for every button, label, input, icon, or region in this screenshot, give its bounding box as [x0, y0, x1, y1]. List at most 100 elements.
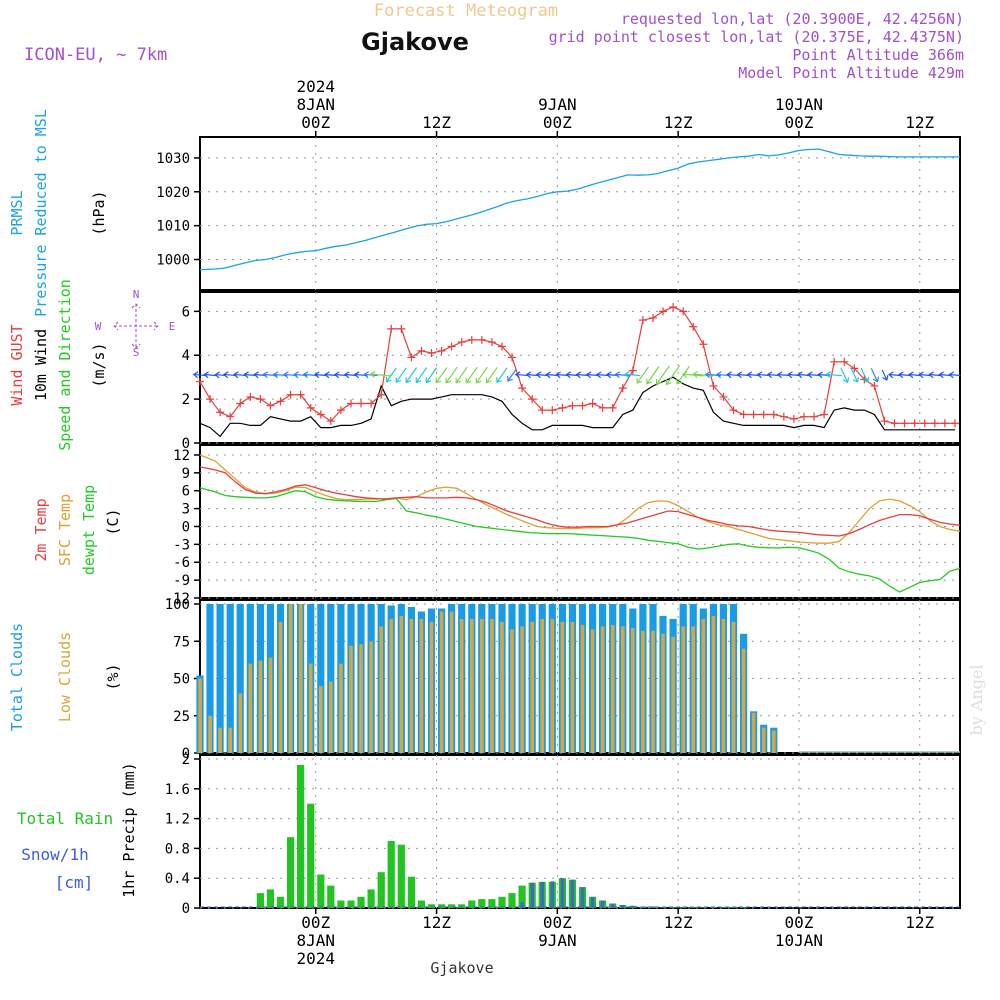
wind-arrow: [797, 371, 811, 379]
wind-arrow-head: [535, 371, 542, 379]
wind-arrow-shaft: [445, 366, 458, 384]
wind-arrow-head: [585, 371, 592, 379]
low-clouds-bar: [329, 681, 333, 753]
panel-frame-1: [199, 291, 961, 444]
snow-bar: [540, 881, 544, 908]
low-clouds-bar: [208, 715, 212, 754]
wind-arrow-head: [192, 371, 199, 379]
low-clouds-bar: [530, 621, 534, 753]
y-tick-label: 6: [182, 484, 190, 500]
wind-arrow-head: [746, 371, 753, 379]
y-tick-label: -12: [165, 591, 190, 607]
gust-marker: [246, 392, 255, 401]
gust-marker: [930, 419, 939, 428]
wind-arrow-shaft: [395, 367, 407, 383]
low-clouds-bar: [470, 618, 474, 753]
gust-marker: [497, 342, 506, 351]
wind-arrow: [475, 366, 488, 384]
bottom-year-label: 2024: [296, 949, 335, 968]
total-clouds-bar: [236, 604, 244, 753]
gust-marker: [427, 349, 436, 358]
pressure-ylabel: (hPa): [90, 190, 108, 235]
wind-arrow-shaft: [625, 373, 641, 377]
rain-bar: [387, 841, 395, 908]
gust-marker: [709, 381, 718, 390]
wind-arrow-head: [545, 371, 551, 379]
wind-arrow-shaft: [757, 373, 770, 377]
rain-bar: [448, 904, 456, 908]
gust-marker: [357, 399, 366, 408]
wind-speed-line: [199, 376, 955, 438]
wind-arrow-shaft: [455, 366, 468, 384]
wind-arrow: [192, 371, 207, 379]
low-clouds-bar: [590, 629, 595, 753]
wind-arrow-head: [736, 371, 743, 379]
wind-arrow: [415, 367, 428, 384]
snow-bar: [610, 903, 615, 908]
gust-marker: [588, 399, 597, 408]
rain-bar: [729, 907, 738, 908]
y-tick-label: 0.4: [165, 871, 190, 887]
panel-frame-0: [199, 136, 961, 291]
wind-arrow-shaft: [566, 373, 579, 377]
rain-bar: [438, 904, 446, 908]
y-tick-label: 0: [182, 519, 190, 535]
wind-arrow-head: [293, 371, 299, 379]
low-clouds-bar: [288, 604, 293, 753]
pressure-line: [199, 148, 960, 271]
point-altitude: Point Altitude 366m: [792, 46, 964, 64]
snow-bar: [530, 882, 534, 908]
gust-marker: [296, 390, 305, 399]
rain-bar: [266, 889, 274, 908]
wind-arrow: [726, 371, 740, 379]
snow-bar: [550, 881, 555, 908]
wind-arrow-shaft: [889, 373, 901, 377]
gust-marker: [669, 302, 678, 311]
wind-arrow-head: [898, 371, 904, 379]
y-tick-label: 100: [165, 597, 190, 613]
gust-marker: [568, 401, 577, 410]
rain-bar: [397, 844, 405, 908]
wind-arrow-shaft: [615, 373, 631, 377]
wind-ylabel: (m/s): [90, 342, 108, 387]
temp2m-line: [199, 466, 961, 537]
wind-arrow-shaft: [507, 368, 517, 382]
wind-arrow: [525, 371, 538, 379]
wind-arrow: [405, 367, 418, 384]
wind-arrow-head: [514, 371, 521, 379]
wind-arrow: [881, 369, 889, 381]
wind-arrow-head: [233, 371, 239, 379]
wind-arrow-head: [825, 371, 832, 379]
wind-arrow-shaft: [909, 373, 921, 377]
wind-arrow-head: [787, 371, 793, 379]
wind-arrow: [507, 368, 517, 382]
wind-arrow: [908, 371, 921, 379]
gust-marker: [196, 377, 204, 386]
rain-bar: [367, 889, 375, 908]
y-tick-label: 1.2: [165, 812, 190, 828]
wind-arrow-head: [485, 377, 492, 384]
wind-arrow-head: [776, 371, 783, 379]
wind-gust-line: [199, 306, 955, 424]
wind-arrow-shaft: [870, 368, 879, 382]
wind-arrow: [585, 371, 599, 379]
wind-arrow-shaft: [860, 367, 869, 383]
gust-marker: [910, 419, 919, 428]
gust-marker: [266, 401, 275, 410]
gust-marker: [508, 353, 517, 362]
gust-marker: [377, 390, 386, 399]
wind-arrow-head: [344, 371, 350, 379]
low-clouds-bar: [449, 611, 454, 753]
y-tick-label: -3: [173, 537, 190, 553]
wind-arrow-head: [908, 371, 914, 379]
gust-marker: [608, 403, 617, 412]
low-clouds-bar: [731, 621, 736, 753]
wind-arrow-shaft: [693, 373, 714, 377]
gust-marker: [367, 399, 376, 408]
total-clouds-bar: [226, 604, 234, 753]
gust-marker: [447, 342, 456, 351]
wind-arrow-shaft: [415, 367, 428, 383]
top-hour-label: 12Z: [422, 113, 451, 132]
wind-arrow-shaft: [636, 366, 649, 384]
